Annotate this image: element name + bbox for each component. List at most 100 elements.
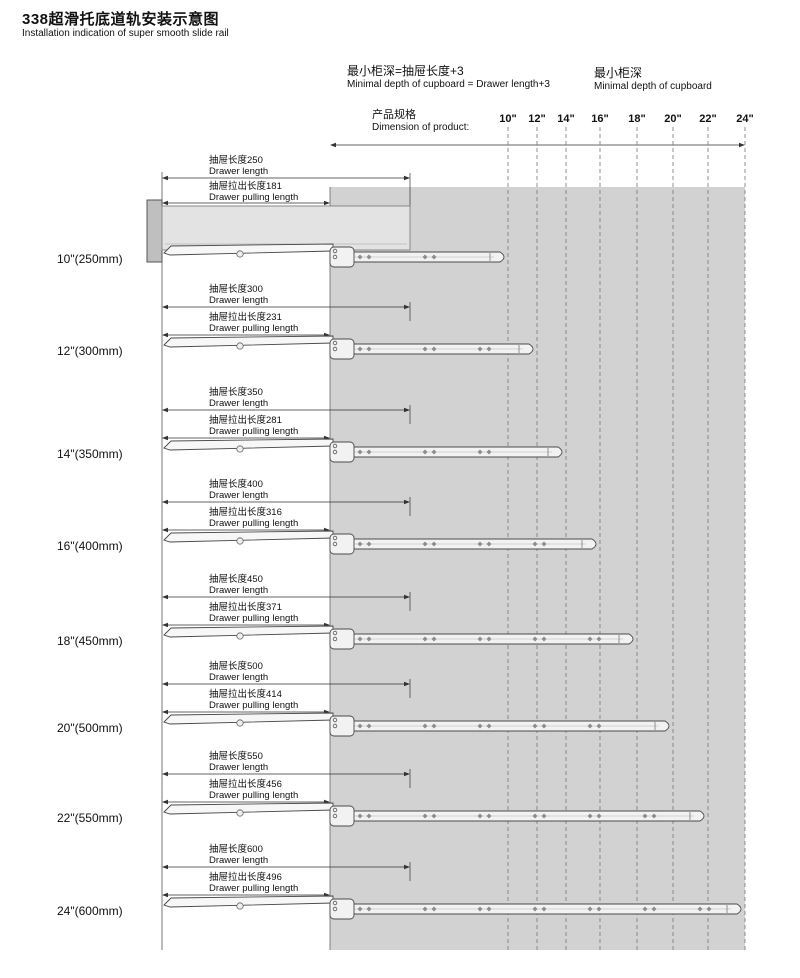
scale-tick-label: 16" xyxy=(591,113,608,125)
scale-tick-label: 12" xyxy=(528,113,545,125)
scale-tick-label: 20" xyxy=(664,113,681,125)
row-size-label: 22"(550mm) xyxy=(57,811,123,825)
scale-tick-label: 18" xyxy=(628,113,645,125)
min-depth-en: Minimal depth of cupboard xyxy=(594,81,712,92)
drawer-length-label-en: Drawer length xyxy=(209,762,268,773)
drawer-length-label-cn: 抽屉长度500 xyxy=(209,660,263,672)
drawer-length-label-en: Drawer length xyxy=(209,295,268,306)
rail-drawer-member xyxy=(163,712,334,725)
drawer-length-label-en: Drawer length xyxy=(209,490,268,501)
spec-en: Dimension of product: xyxy=(372,122,470,133)
pulling-length-label-cn: 抽屉拉出长度456 xyxy=(209,778,282,790)
rail-bracket xyxy=(329,338,355,360)
drawer-length-label-cn: 抽屉长度400 xyxy=(209,478,263,490)
screw-hole-marker xyxy=(236,719,244,727)
drawer-length-label-cn: 抽屉长度550 xyxy=(209,750,263,762)
formula-en: Minimal depth of cupboard = Drawer lengt… xyxy=(347,79,550,90)
min-depth-note: 最小柜深 Minimal depth of cupboard xyxy=(594,64,712,92)
slide-rail xyxy=(163,625,634,650)
scale-tick-label: 14" xyxy=(557,113,574,125)
rail-bracket xyxy=(329,628,355,650)
row-size-label: 18"(450mm) xyxy=(57,634,123,648)
slide-rail xyxy=(163,712,670,737)
drawer-body xyxy=(161,205,411,251)
drawer-length-label-en: Drawer length xyxy=(209,398,268,409)
rail-bracket xyxy=(329,533,355,555)
rail-bracket xyxy=(329,246,355,268)
rail-drawer-member xyxy=(163,530,334,543)
formula-cn: 最小柜深=抽屉长度+3 xyxy=(347,64,464,78)
slide-rail xyxy=(163,243,505,268)
pulling-length-label-en: Drawer pulling length xyxy=(209,613,298,624)
screw-hole-marker xyxy=(236,342,244,350)
pulling-length-label-cn: 抽屉拉出长度181 xyxy=(209,180,282,192)
pulling-length-label-cn: 抽屉拉出长度496 xyxy=(209,871,282,883)
pulling-length-label-en: Drawer pulling length xyxy=(209,323,298,334)
rail-bracket xyxy=(329,898,355,920)
page-subtitle: Installation indication of super smooth … xyxy=(22,28,229,39)
pulling-length-label-en: Drawer pulling length xyxy=(209,426,298,437)
drawer-length-label-cn: 抽屉长度450 xyxy=(209,573,263,585)
pulling-length-label-en: Drawer pulling length xyxy=(209,883,298,894)
row-size-label: 14"(350mm) xyxy=(57,447,123,461)
row-size-label: 10"(250mm) xyxy=(57,252,123,266)
drawer-length-label-cn: 抽屉长度300 xyxy=(209,283,263,295)
drawer-front-panel xyxy=(146,199,163,263)
slide-rail xyxy=(163,438,563,463)
spec-cn: 产品规格 xyxy=(372,109,416,121)
slide-rail xyxy=(163,335,534,360)
slide-rail xyxy=(163,530,597,555)
rail-drawer-member xyxy=(163,243,334,256)
formula-note: 最小柜深=抽屉长度+3 Minimal depth of cupboard = … xyxy=(347,62,550,90)
rail-drawer-member xyxy=(163,895,334,908)
min-depth-arrow xyxy=(330,142,745,148)
screw-hole-marker xyxy=(236,809,244,817)
pulling-length-label-cn: 抽屉拉出长度414 xyxy=(209,688,282,700)
rail-drawer-member xyxy=(163,438,334,451)
pulling-length-label-cn: 抽屉拉出长度281 xyxy=(209,414,282,426)
min-depth-cn: 最小柜深 xyxy=(594,66,643,80)
rail-bracket xyxy=(329,715,355,737)
rail-bracket xyxy=(329,805,355,827)
product-spec-note: 产品规格 Dimension of product: xyxy=(372,106,469,133)
row-size-label: 12"(300mm) xyxy=(57,344,123,358)
drawer-length-label-cn: 抽屉长度350 xyxy=(209,386,263,398)
rail-drawer-member xyxy=(163,335,334,348)
screw-hole-marker xyxy=(236,537,244,545)
drawer-length-label-cn: 抽屉长度250 xyxy=(209,154,263,166)
pulling-length-label-cn: 抽屉拉出长度231 xyxy=(209,311,282,323)
drawer-length-label-en: Drawer length xyxy=(209,672,268,683)
screw-hole-marker xyxy=(236,902,244,910)
screw-hole-marker xyxy=(236,632,244,640)
pulling-length-label-en: Drawer pulling length xyxy=(209,790,298,801)
screw-hole-marker xyxy=(236,445,244,453)
drawer-length-label-cn: 抽屉长度600 xyxy=(209,843,263,855)
slide-rail xyxy=(163,895,742,920)
row-size-label: 16"(400mm) xyxy=(57,539,123,553)
pulling-length-label-en: Drawer pulling length xyxy=(209,518,298,529)
scale-tick-label: 10" xyxy=(499,113,516,125)
scale-tick-label: 24" xyxy=(736,113,753,125)
pulling-length-label-cn: 抽屉拉出长度371 xyxy=(209,601,282,613)
drawer-length-label-en: Drawer length xyxy=(209,855,268,866)
slide-rail xyxy=(163,802,705,827)
scale-tick-label: 22" xyxy=(699,113,716,125)
rail-drawer-member xyxy=(163,625,334,638)
row-size-label: 24"(600mm) xyxy=(57,904,123,918)
cupboard-region xyxy=(330,187,745,950)
page-title: 338超滑托底道轨安装示意图 xyxy=(22,11,220,28)
screw-hole-marker xyxy=(236,250,244,258)
depth-scale: 10" 12" 14" 16" 18" 20" 22" 24" xyxy=(499,113,754,950)
pulling-length-label-en: Drawer pulling length xyxy=(209,192,298,203)
rail-bracket xyxy=(329,441,355,463)
